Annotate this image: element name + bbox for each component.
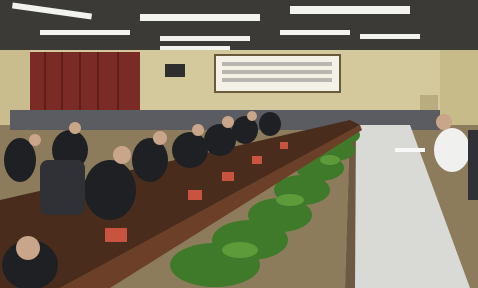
face (436, 114, 452, 130)
light (40, 30, 130, 35)
chair (40, 160, 85, 215)
calligraphy (222, 62, 332, 82)
light (140, 14, 260, 21)
chair (468, 130, 478, 200)
tv-screen (165, 64, 185, 77)
light (360, 34, 420, 39)
page (0, 0, 478, 288)
papers (395, 148, 425, 152)
light (160, 36, 250, 41)
light (160, 46, 230, 50)
curtains (30, 52, 140, 114)
light (280, 30, 350, 35)
light (290, 6, 410, 14)
person-white-shirt (434, 128, 470, 172)
meeting-room-photo (0, 0, 478, 288)
